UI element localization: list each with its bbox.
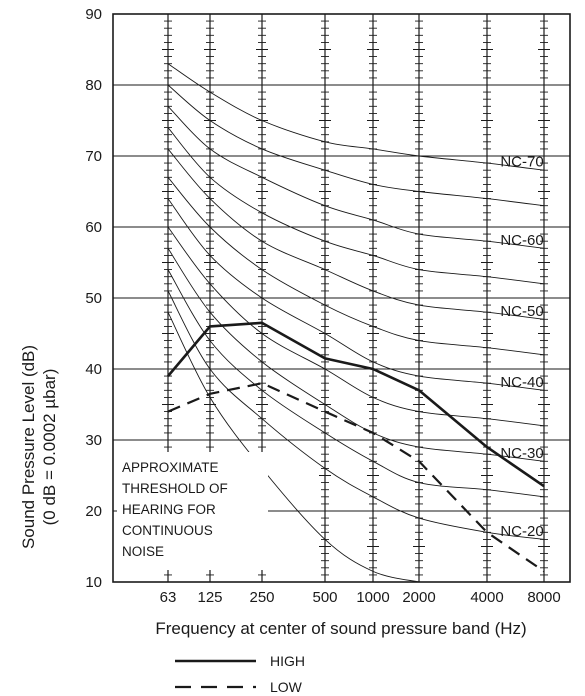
nc-curve-nc-50 (167, 148, 545, 320)
nc-label-nc-50: NC-50 (500, 303, 543, 320)
y-tick-label: 90 (85, 6, 102, 23)
nc-curve-nc-20 (167, 290, 545, 540)
y-axis-subtitle: (0 dB = 0.0002 µbar) (40, 369, 59, 526)
nc-curve-nc-40 (167, 198, 545, 391)
y-tick-label: 80 (85, 77, 102, 94)
nc-curve-nc-70 (167, 63, 545, 171)
legend: HIGH LOW (175, 653, 305, 695)
y-tick-label: 50 (85, 290, 102, 307)
annotation-background (117, 452, 268, 570)
x-tick-labels: 63 125 250 500 1000 2000 4000 8000 (160, 589, 561, 606)
nc-curve-step-3 (167, 127, 545, 285)
nc-label-nc-40: NC-40 (500, 374, 543, 391)
x-tick-label: 1000 (356, 589, 389, 606)
y-tick-label: 70 (85, 148, 102, 165)
x-tick-label: 4000 (470, 589, 503, 606)
nc-curve-step-1 (167, 84, 545, 207)
nc-labels-layer: NC-70 NC-60 NC-50 NC-40 NC-30 NC-20 (500, 154, 543, 540)
annotation-line: CONTINUOUS (122, 523, 213, 538)
annotation-line: APPROXIMATE (122, 460, 219, 475)
annotation-line: HEARING FOR (122, 502, 216, 517)
plot-frame (112, 13, 571, 583)
nc-label-nc-20: NC-20 (500, 523, 543, 540)
series-low (167, 382, 545, 573)
y-tick-label: 10 (85, 574, 102, 591)
y-tick-label: 40 (85, 361, 102, 378)
legend-label-low: LOW (270, 679, 303, 695)
x-axis-title: Frequency at center of sound pressure ba… (155, 619, 526, 638)
legend-label-high: HIGH (270, 653, 305, 669)
annotation-line: THRESHOLD OF (122, 481, 228, 496)
nc-curve-step-11 (167, 312, 420, 583)
x-tick-label: 125 (197, 589, 222, 606)
nc-label-nc-70: NC-70 (500, 154, 543, 171)
nc-curve-nc-30 (167, 248, 545, 462)
y-axis-title: Sound Pressure Level (dB) (19, 345, 38, 549)
nc-curve-step-5 (167, 177, 545, 356)
y-tick-label: 20 (85, 503, 102, 520)
series-layer (167, 321, 545, 573)
annotation-line: NOISE (122, 544, 164, 559)
x-tick-label: 2000 (402, 589, 435, 606)
y-tick-label: 30 (85, 432, 102, 449)
nc-label-nc-30: NC-30 (500, 445, 543, 462)
threshold-annotation: APPROXIMATE THRESHOLD OF HEARING FOR CONTIN… (122, 460, 228, 559)
nc-label-nc-60: NC-60 (500, 232, 543, 249)
nc-curves-layer (167, 63, 545, 583)
x-tick-label: 8000 (527, 589, 560, 606)
y-tick-label: 60 (85, 219, 102, 236)
y-tick-labels: 10 20 30 40 50 60 70 80 90 (85, 6, 102, 591)
nc-curve-step-9 (167, 269, 545, 498)
nc-curve-nc-60 (167, 105, 545, 249)
x-tick-label: 63 (160, 589, 177, 606)
series-high (167, 321, 545, 488)
x-tick-label: 250 (249, 589, 274, 606)
x-tick-label: 500 (312, 589, 337, 606)
nc-curve-step-7 (167, 226, 545, 427)
